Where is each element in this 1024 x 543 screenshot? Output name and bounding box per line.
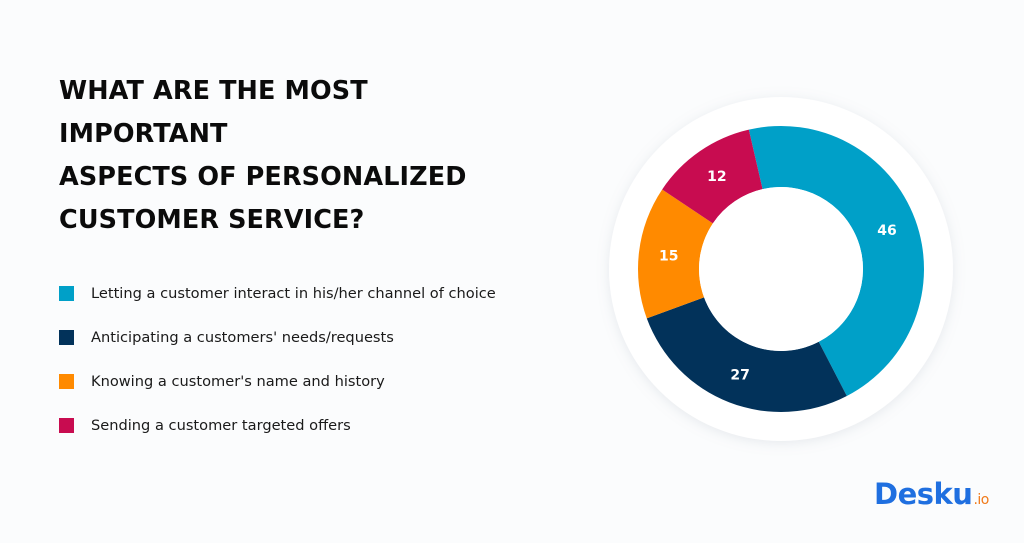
legend-item-channel-choice: Letting a customer interact in his/her c…: [59, 283, 496, 303]
title-line-1: WHAT ARE THE MOST IMPORTANT: [59, 76, 368, 149]
donut-slice: [646, 297, 847, 413]
legend-swatch-magenta: [59, 417, 74, 433]
desku-logo: Desku.io: [874, 477, 989, 511]
donut-slices: [637, 125, 924, 413]
donut-hole: [699, 187, 863, 351]
legend-label: Letting a customer interact in his/her c…: [91, 284, 496, 302]
donut-data-label: 46: [877, 223, 896, 239]
legend-label: Sending a customer targeted offers: [91, 416, 351, 434]
legend-swatch-orange: [59, 373, 74, 389]
donut-data-label: 12: [707, 169, 726, 185]
donut-data-label: 27: [730, 367, 749, 383]
legend-item-anticipating-needs: Anticipating a customers' needs/requests: [59, 327, 394, 347]
legend-item-targeted-offers: Sending a customer targeted offers: [59, 415, 351, 435]
donut-labels: 46 27 15 12: [659, 169, 897, 383]
legend-label: Knowing a customer's name and history: [91, 372, 385, 390]
donut-slice: [748, 125, 924, 396]
donut-slice: [662, 129, 763, 224]
legend-swatch-cyan: [59, 285, 74, 301]
title-line-2: ASPECTS OF PERSONALIZED: [59, 162, 467, 192]
chart-title: WHAT ARE THE MOST IMPORTANT ASPECTS OF P…: [59, 70, 539, 242]
legend-swatch-navy: [59, 329, 74, 345]
donut-slice: [637, 189, 713, 319]
legend-label: Anticipating a customers' needs/requests: [91, 328, 394, 346]
logo-name: Desku: [874, 477, 973, 511]
legend-item-name-history: Knowing a customer's name and history: [59, 371, 385, 391]
title-line-3: CUSTOMER SERVICE?: [59, 205, 365, 235]
logo-tld: .io: [973, 492, 989, 508]
donut-data-label: 15: [659, 249, 678, 265]
